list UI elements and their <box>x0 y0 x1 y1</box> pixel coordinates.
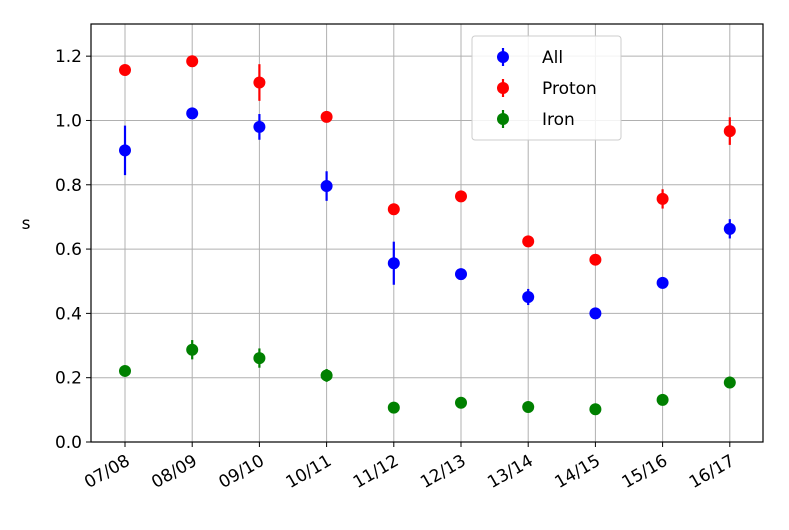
legend: All Proton Iron <box>471 35 622 141</box>
point-iron <box>656 393 669 406</box>
point-proton <box>723 125 736 138</box>
point-proton <box>589 253 602 266</box>
series-all <box>119 107 736 320</box>
legend-marker-iron <box>497 113 509 125</box>
point-iron <box>320 369 333 382</box>
point-proton <box>320 110 333 123</box>
x-tick-label: 08/09 <box>148 451 200 493</box>
y-tick-label: 1.2 <box>55 47 82 67</box>
series-proton <box>119 55 736 266</box>
legend-marker-all <box>497 51 509 63</box>
y-tick-label: 0.8 <box>55 176 82 196</box>
point-proton <box>186 55 199 68</box>
legend-box <box>471 35 622 141</box>
point-iron <box>253 352 266 365</box>
point-proton <box>455 190 467 203</box>
x-tick-label: 15/16 <box>619 451 671 493</box>
x-axis: 07/08 08/09 09/10 10/11 11/12 12/13 13/14 14/15… <box>81 442 738 493</box>
point-iron <box>119 364 131 377</box>
x-tick-label: 11/12 <box>350 451 402 493</box>
point-proton <box>253 76 266 89</box>
y-axis-label: s <box>22 214 31 234</box>
point-proton <box>522 235 535 248</box>
y-tick-label: 0.0 <box>55 433 82 453</box>
point-all <box>253 120 266 133</box>
point-iron <box>589 403 602 416</box>
series-layer <box>119 55 736 416</box>
point-proton <box>656 192 669 205</box>
y-tick-label: 0.6 <box>55 240 82 260</box>
x-tick-label: 07/08 <box>81 451 133 493</box>
point-all <box>320 180 333 193</box>
series-iron <box>119 340 736 416</box>
point-all <box>656 276 669 289</box>
x-tick-label: 09/10 <box>215 451 267 493</box>
legend-marker-proton <box>497 82 509 94</box>
x-tick-label: 12/13 <box>417 451 469 493</box>
point-iron <box>522 400 535 413</box>
legend-label-all: All <box>542 48 563 68</box>
point-all <box>589 307 602 320</box>
point-iron <box>186 343 199 356</box>
y-tick-label: 1.0 <box>55 111 82 131</box>
point-all <box>119 144 131 157</box>
point-all <box>387 257 400 270</box>
y-tick-label: 0.4 <box>55 304 82 324</box>
point-all <box>723 222 736 235</box>
point-iron <box>455 396 467 409</box>
point-all <box>522 290 535 303</box>
point-all <box>455 268 467 281</box>
plot-frame <box>90 23 764 443</box>
legend-label-iron: Iron <box>542 110 575 130</box>
x-tick-label: 13/14 <box>484 451 536 493</box>
legend-label-proton: Proton <box>542 79 597 99</box>
y-axis: 0.0 0.2 0.4 0.6 0.8 1.0 1.2 <box>55 47 91 453</box>
x-tick-label: 10/11 <box>283 451 335 493</box>
y-tick-label: 0.2 <box>55 369 82 389</box>
point-proton <box>119 63 131 76</box>
point-iron <box>723 376 736 389</box>
x-tick-label: 16/17 <box>686 451 738 493</box>
x-tick-label: 14/15 <box>551 451 603 493</box>
point-proton <box>387 203 400 216</box>
point-all <box>186 107 199 120</box>
grid <box>91 24 763 443</box>
point-iron <box>387 401 400 414</box>
